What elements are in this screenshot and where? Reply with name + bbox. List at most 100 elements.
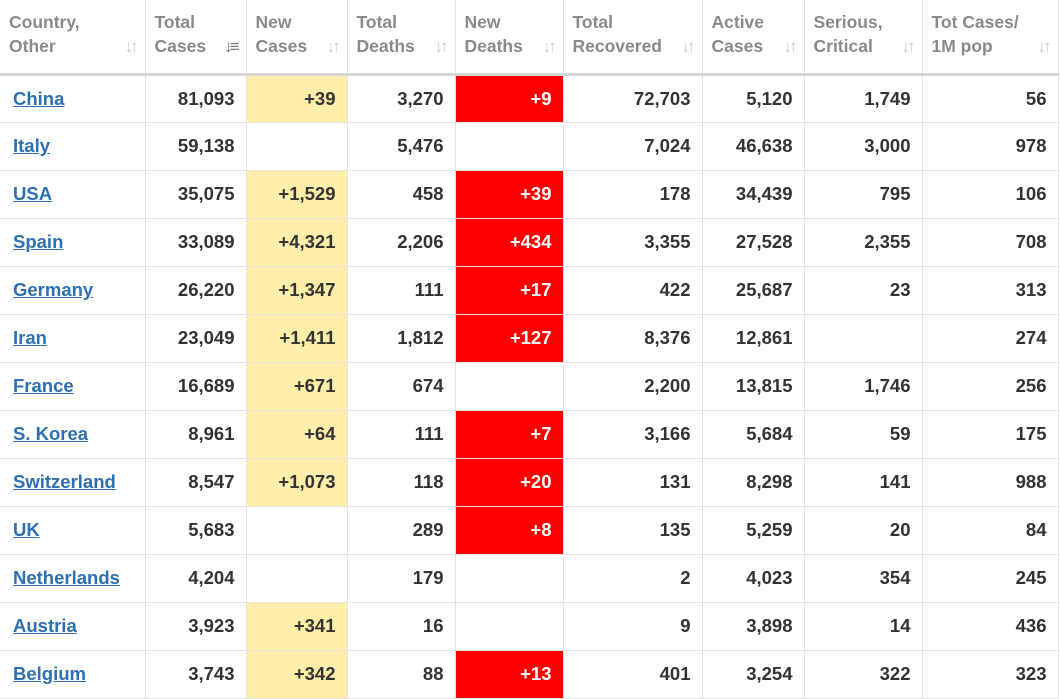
sort-icon[interactable]: ↓↑ xyxy=(1037,37,1052,56)
column-header-total-deaths[interactable]: Total Deaths ↓↑ xyxy=(346,0,456,76)
column-header-line1: New xyxy=(255,12,292,32)
country-link[interactable]: S. Korea xyxy=(13,423,89,444)
serious-critical-cell: 59 xyxy=(803,409,923,459)
new-cases-cell: +1,073 xyxy=(245,457,348,507)
serious-critical-cell: 3,000 xyxy=(803,121,923,171)
serious-critical-cell: 20 xyxy=(803,505,923,555)
serious-critical-cell: 14 xyxy=(803,601,923,651)
sort-icon[interactable]: ↓↑ xyxy=(434,37,449,56)
new-cases-cell: +671 xyxy=(245,361,348,411)
new-deaths-cell xyxy=(454,553,564,603)
country-link[interactable]: Germany xyxy=(13,279,94,300)
table-row: Netherlands 4,204 179 2 4,023 354 245 xyxy=(0,553,1059,603)
country-link[interactable]: Iran xyxy=(13,327,47,348)
country-link[interactable]: Austria xyxy=(13,615,77,636)
new-deaths-cell xyxy=(454,361,564,411)
sort-icon[interactable]: ↓↑ xyxy=(124,37,139,56)
new-deaths-cell: +39 xyxy=(454,169,564,219)
total-cases-cell: 26,220 xyxy=(144,265,247,315)
column-header-line1: Serious, xyxy=(813,12,883,32)
column-header-new-deaths[interactable]: New Deaths ↓↑ xyxy=(454,0,564,76)
total-recovered-cell: 178 xyxy=(562,169,703,219)
column-header-line1: New xyxy=(464,12,501,32)
total-recovered-cell: 72,703 xyxy=(562,73,703,123)
total-recovered-cell: 422 xyxy=(562,265,703,315)
column-header-line1: Total xyxy=(572,12,614,32)
column-header-new-cases[interactable]: New Cases ↓↑ xyxy=(245,0,348,76)
column-header-tot-cases-per-1m[interactable]: Tot Cases/1M pop ↓↑ xyxy=(921,0,1059,76)
total-recovered-cell: 401 xyxy=(562,649,703,699)
table-row: USA 35,075 +1,529 458 +39 178 34,439 795 106 xyxy=(0,169,1059,219)
active-cases-cell: 25,687 xyxy=(701,265,805,315)
serious-critical-cell: 141 xyxy=(803,457,923,507)
country-link[interactable]: France xyxy=(13,375,74,396)
total-deaths-cell: 458 xyxy=(346,169,456,219)
column-header-line2: Cases xyxy=(154,36,207,56)
column-header-active-cases[interactable]: Active Cases ↓↑ xyxy=(701,0,805,76)
total-cases-cell: 3,743 xyxy=(144,649,247,699)
new-deaths-cell: +8 xyxy=(454,505,564,555)
tot-cases-per-1m-cell: 245 xyxy=(921,553,1059,603)
country-link[interactable]: Spain xyxy=(13,231,64,252)
table-row: Switzerland 8,547 +1,073 118 +20 131 8,298 141 9… xyxy=(0,457,1059,507)
country-cell: Spain xyxy=(0,217,146,267)
active-cases-cell: 5,120 xyxy=(701,73,805,123)
country-cell: UK xyxy=(0,505,146,555)
column-header-serious-critical[interactable]: Serious, Critical ↓↑ xyxy=(803,0,923,76)
country-cell: USA xyxy=(0,169,146,219)
column-header-line1: Tot Cases/ xyxy=(931,12,1019,32)
serious-critical-cell: 2,355 xyxy=(803,217,923,267)
total-cases-cell: 16,689 xyxy=(144,361,247,411)
total-deaths-cell: 1,812 xyxy=(346,313,456,363)
total-deaths-cell: 289 xyxy=(346,505,456,555)
country-cell: France xyxy=(0,361,146,411)
sort-desc-icon[interactable]: ↓≡ xyxy=(224,37,240,56)
serious-critical-cell: 1,749 xyxy=(803,73,923,123)
tot-cases-per-1m-cell: 436 xyxy=(921,601,1059,651)
new-deaths-cell: +7 xyxy=(454,409,564,459)
column-header-total-recovered[interactable]: Total Recovered ↓↑ xyxy=(562,0,703,76)
sort-icon[interactable]: ↓↑ xyxy=(783,37,798,56)
total-recovered-cell: 3,166 xyxy=(562,409,703,459)
column-header-line1: Country, xyxy=(9,12,80,32)
column-header-line1: Total xyxy=(154,12,196,32)
sort-icon[interactable]: ↓↑ xyxy=(326,37,341,56)
total-cases-cell: 81,093 xyxy=(144,73,247,123)
country-cell: China xyxy=(0,73,146,123)
total-deaths-cell: 111 xyxy=(346,265,456,315)
total-recovered-cell: 3,355 xyxy=(562,217,703,267)
total-recovered-cell: 7,024 xyxy=(562,121,703,171)
serious-critical-cell: 1,746 xyxy=(803,361,923,411)
country-link[interactable]: Italy xyxy=(13,135,51,156)
table-row: China 81,093 +39 3,270 +9 72,703 5,120 1,749 56 xyxy=(0,73,1059,123)
total-deaths-cell: 16 xyxy=(346,601,456,651)
total-recovered-cell: 135 xyxy=(562,505,703,555)
total-deaths-cell: 118 xyxy=(346,457,456,507)
tot-cases-per-1m-cell: 106 xyxy=(921,169,1059,219)
column-header-total-cases[interactable]: Total Cases ↓≡ xyxy=(144,0,247,76)
sort-icon[interactable]: ↓↑ xyxy=(901,37,916,56)
country-cell: Austria xyxy=(0,601,146,651)
new-cases-cell: +4,321 xyxy=(245,217,348,267)
new-deaths-cell: +9 xyxy=(454,73,564,123)
country-link[interactable]: UK xyxy=(13,519,40,540)
sort-icon[interactable]: ↓↑ xyxy=(542,37,557,56)
serious-critical-cell: 23 xyxy=(803,265,923,315)
column-header-line1: Active xyxy=(711,12,765,32)
total-cases-cell: 5,683 xyxy=(144,505,247,555)
new-cases-cell xyxy=(245,505,348,555)
column-header-line2: Cases xyxy=(711,36,764,56)
country-link[interactable]: Switzerland xyxy=(13,471,116,492)
active-cases-cell: 5,684 xyxy=(701,409,805,459)
country-cell: Netherlands xyxy=(0,553,146,603)
total-deaths-cell: 179 xyxy=(346,553,456,603)
country-link[interactable]: Netherlands xyxy=(13,567,120,588)
total-cases-cell: 8,961 xyxy=(144,409,247,459)
total-cases-cell: 4,204 xyxy=(144,553,247,603)
country-link[interactable]: China xyxy=(13,87,65,109)
country-link[interactable]: Belgium xyxy=(13,663,86,684)
country-link[interactable]: USA xyxy=(13,183,53,204)
column-header-country[interactable]: Country, Other ↓↑ xyxy=(0,0,146,76)
sort-icon[interactable]: ↓↑ xyxy=(681,37,696,56)
